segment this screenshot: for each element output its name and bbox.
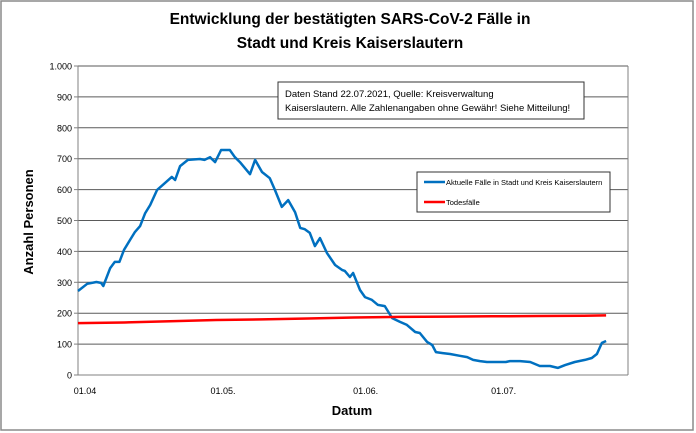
y-tick-labels: 0 100 200 300 400 500 600 700 800 900 1.000 (49, 62, 72, 381)
x-tick-label: 01.04 (74, 386, 97, 396)
y-tick-label: 0 (67, 371, 72, 381)
y-tick-label: 600 (57, 185, 72, 195)
x-tick-label: 01.05. (210, 386, 235, 396)
chart-title-line1: Entwicklung der bestätigten SARS-CoV-2 F… (170, 11, 531, 28)
annotation-line1: Daten Stand 22.07.2021, Quelle: Kreisver… (285, 89, 494, 100)
y-tick-label: 300 (57, 278, 72, 288)
y-axis-label: Anzahl Personen (21, 169, 36, 275)
series-line-cases (77, 148, 607, 370)
y-tick-label: 1.000 (49, 62, 72, 72)
series-line-deaths (77, 314, 607, 325)
legend-label-deaths: Todesfälle (446, 198, 480, 207)
y-tick-label: 100 (57, 340, 72, 350)
x-tick-label: 01.06. (353, 386, 378, 396)
legend: Aktuelle Fälle in Stadt und Kreis Kaiser… (416, 171, 611, 213)
y-tick-label: 500 (57, 216, 72, 226)
y-tick-label: 400 (57, 247, 72, 257)
y-tick-label: 200 (57, 309, 72, 319)
x-tick-labels: 01.04 01.05. 01.06. 01.07. (74, 386, 516, 396)
legend-label-cases: Aktuelle Fälle in Stadt und Kreis Kaiser… (446, 178, 602, 187)
y-tick-label: 800 (57, 123, 72, 133)
x-tick-label: 01.07. (491, 386, 516, 396)
y-tick-label: 700 (57, 154, 72, 164)
series-group (77, 148, 607, 370)
annotation-line2: Kaiserslautern. Alle Zahlenangaben ohne … (285, 103, 570, 114)
annotation-box: Daten Stand 22.07.2021, Quelle: Kreisver… (277, 81, 585, 120)
y-tick-label: 900 (57, 92, 72, 102)
chart-title-line2: Stadt und Kreis Kaiserslautern (237, 35, 464, 52)
x-axis-label: Datum (332, 403, 372, 418)
